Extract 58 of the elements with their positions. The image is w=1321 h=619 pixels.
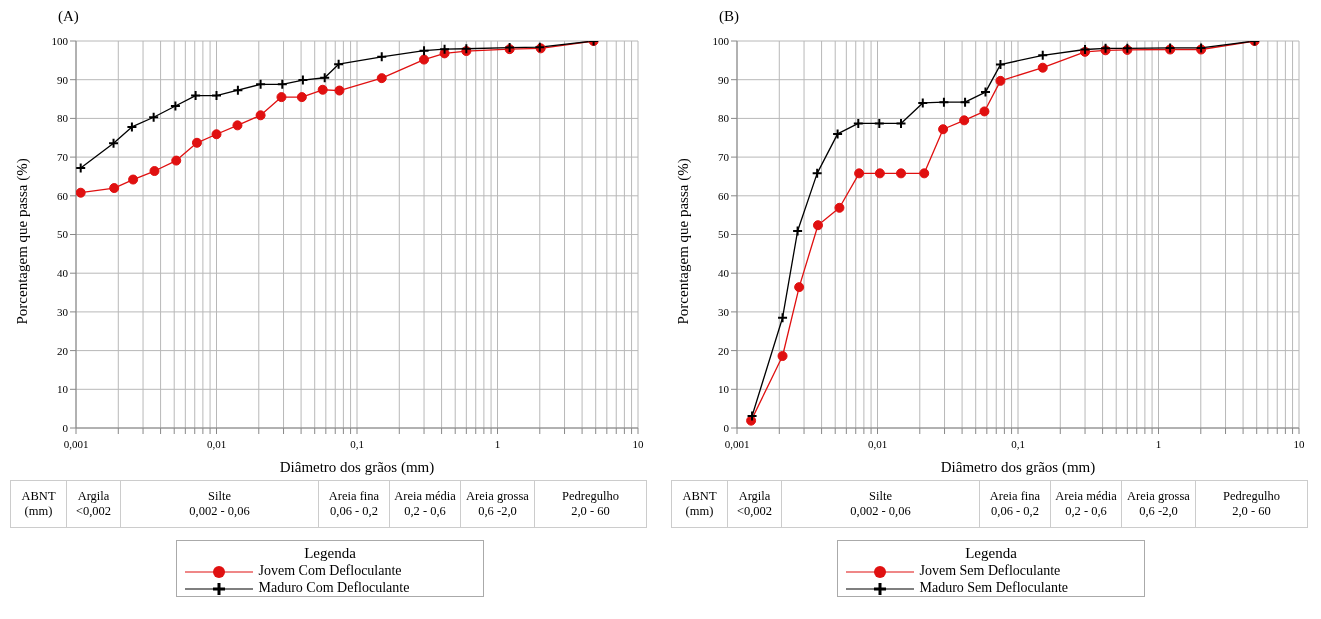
y-axis-title: Porcentagem que passa (%)	[675, 158, 693, 325]
y-tick-label: 60	[57, 189, 69, 202]
y-tick-label: 70	[57, 151, 69, 164]
y-tick-label: 90	[57, 73, 69, 86]
y-tick-label: 0	[723, 421, 730, 434]
y-tick-label: 90	[718, 73, 730, 86]
text: Argila <0,002	[66, 481, 120, 527]
text: Pedregulho 2,0 - 60	[1195, 481, 1307, 527]
y-tick-label: 50	[718, 228, 730, 241]
y-tick-label: 40	[57, 267, 69, 280]
text: Pedregulho 2,0 - 60	[534, 481, 646, 527]
legend-title: Legenda	[964, 545, 1018, 562]
y-tick-label: 40	[718, 267, 730, 280]
x-tick-label: 0,001	[63, 438, 89, 450]
text: ABNT (mm)	[681, 488, 718, 520]
y-tick-label: 10	[718, 383, 730, 396]
y-tick-label: 100	[51, 34, 69, 47]
text: Areia grossa 0,6 -2,0	[1121, 481, 1195, 527]
y-tick-label: 50	[57, 228, 69, 241]
x-axis-title: Diâmetro dos grãos (mm)	[940, 459, 1096, 476]
text: Areia fina 0,06 - 0,2	[979, 481, 1050, 527]
y-tick-label: 80	[57, 112, 69, 125]
legend-label: Jovem Com Defloculante	[258, 563, 402, 578]
y-tick-label: 30	[718, 305, 730, 318]
text: Silte 0,002 - 0,06	[781, 481, 979, 527]
x-tick-label: 0,001	[724, 438, 750, 450]
legend-label: Maduro Sem Defloculante	[919, 580, 1069, 595]
x-tick-label: 0,1	[1011, 438, 1025, 450]
legend-label: Maduro Com Defloculante	[258, 580, 410, 595]
text: Argila <0,002	[727, 481, 781, 527]
x-axis-title: Diâmetro dos grãos (mm)	[279, 459, 435, 476]
text: Silte 0,002 - 0,06	[120, 481, 318, 527]
y-tick-label: 30	[57, 305, 69, 318]
chart-title: (B)	[719, 8, 739, 25]
x-tick-label: 10	[632, 438, 644, 450]
x-tick-label: 0,01	[206, 438, 227, 450]
y-tick-label: 10	[57, 383, 69, 396]
text: Areia fina 0,06 - 0,2	[318, 481, 389, 527]
y-tick-label: 70	[718, 151, 730, 164]
text: Areia grossa 0,6 -2,0	[460, 481, 534, 527]
text: Areia média 0,2 - 0,6	[1050, 481, 1121, 527]
x-tick-label: 0,1	[350, 438, 364, 450]
y-axis-title: Porcentagem que passa (%)	[14, 158, 32, 325]
y-tick-label: 20	[57, 344, 69, 357]
text: Areia média 0,2 - 0,6	[389, 481, 460, 527]
x-tick-label: 1	[494, 438, 501, 450]
x-tick-label: 1	[1155, 438, 1162, 450]
x-tick-label: 10	[1293, 438, 1305, 450]
y-tick-label: 0	[62, 421, 69, 434]
y-tick-label: 60	[718, 189, 730, 202]
legend-label: Jovem Sem Defloculante	[919, 563, 1061, 578]
chart-title: (A)	[58, 8, 79, 25]
y-tick-label: 100	[712, 34, 730, 47]
legend-title: Legenda	[303, 545, 357, 562]
y-tick-label: 20	[718, 344, 730, 357]
y-tick-label: 80	[718, 112, 730, 125]
x-tick-label: 0,01	[867, 438, 888, 450]
text: ABNT (mm)	[20, 488, 57, 520]
